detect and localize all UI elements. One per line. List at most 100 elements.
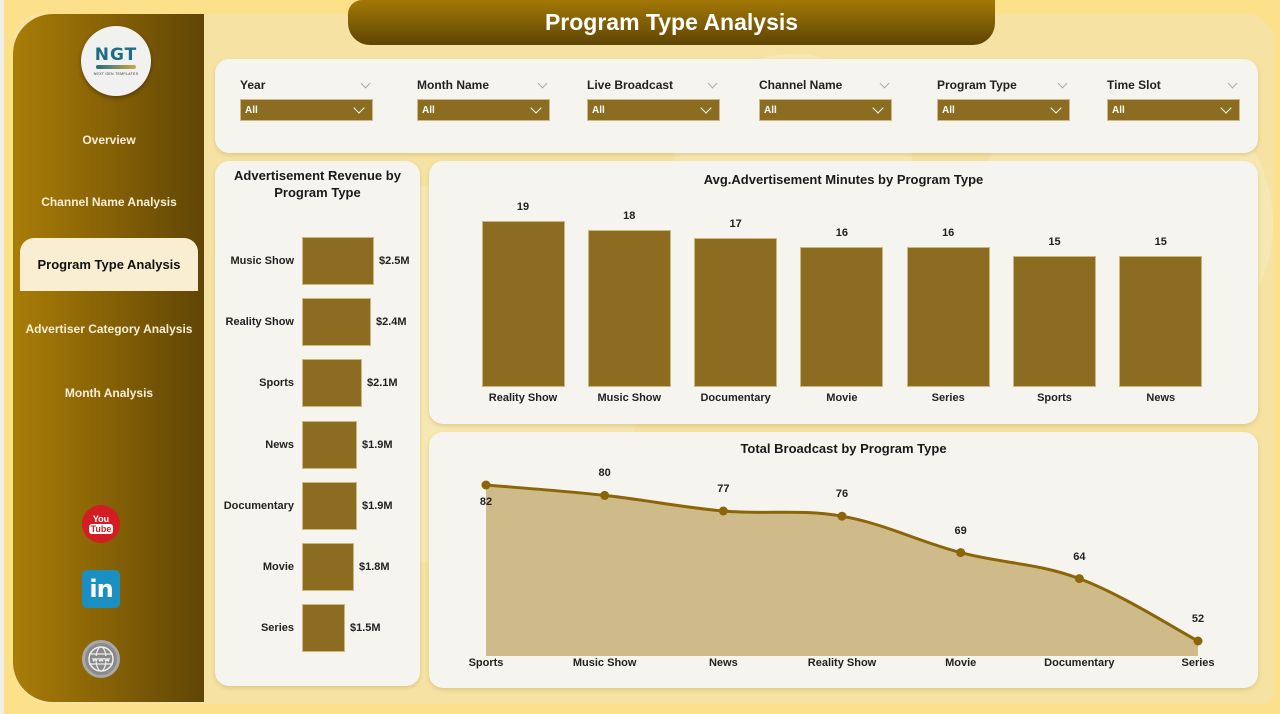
area-chart-plot	[481, 480, 1203, 656]
bar[interactable]	[302, 298, 371, 347]
value-label: 19	[516, 201, 530, 213]
chevron-down-icon[interactable]	[1057, 78, 1068, 88]
chart-title: Avg.Advertisement Minutes by Program Typ…	[703, 172, 984, 187]
category-label: Documentary	[700, 392, 771, 404]
dropdown-value: All	[764, 104, 777, 116]
filter-label: Year	[240, 78, 266, 92]
linkedin-icon: in	[82, 570, 120, 608]
filter-label: Channel Name	[759, 78, 843, 92]
bar-row: Series $1.5M	[215, 604, 420, 653]
data-point-marker[interactable]	[956, 548, 966, 558]
chevron-down-icon	[700, 101, 712, 114]
category-label: News	[265, 438, 294, 451]
data-point-marker[interactable]	[481, 480, 491, 490]
data-point-marker[interactable]	[718, 506, 728, 516]
youtube-link[interactable]: You Tube	[82, 505, 120, 543]
chevron-down-icon[interactable]	[707, 78, 718, 88]
chevron-down-icon	[872, 101, 884, 114]
sidebar-item-label: Program Type Analysis	[37, 257, 181, 272]
bar-row: News $1.9M	[215, 420, 420, 469]
bar-row: Music Show $2.5M	[215, 237, 420, 285]
value-label: 52	[1191, 613, 1205, 625]
live-broadcast-dropdown[interactable]: All	[587, 99, 720, 121]
data-point-marker[interactable]	[837, 511, 847, 521]
chevron-down-icon[interactable]	[879, 78, 890, 88]
program-type-dropdown[interactable]: All	[937, 99, 1070, 121]
logo-text: NGT	[94, 44, 138, 65]
value-label: $2.1M	[367, 377, 398, 390]
year-dropdown[interactable]: All	[240, 99, 373, 121]
youtube-icon: You Tube	[82, 505, 120, 543]
youtube-icon-text: Tube	[88, 524, 114, 534]
category-label: Movie	[262, 561, 294, 573]
bar[interactable]	[302, 359, 362, 408]
program-type-filter: Program Type All	[937, 77, 1070, 121]
filter-label: Time Slot	[1107, 78, 1161, 92]
chevron-down-icon[interactable]	[1227, 78, 1238, 88]
bar[interactable]	[1119, 256, 1203, 387]
bar[interactable]	[302, 237, 374, 285]
linkedin-link[interactable]: in	[82, 570, 120, 608]
category-label: Music Show	[230, 255, 294, 267]
value-label: $1.8M	[359, 561, 390, 573]
dropdown-value: All	[1112, 104, 1125, 116]
dropdown-value: All	[592, 104, 605, 116]
sidebar-item-label: Advertiser Category Analysis	[25, 322, 193, 336]
value-label: 77	[717, 483, 730, 495]
sidebar-item-advertiser-category-analysis[interactable]: Advertiser Category Analysis	[20, 314, 198, 344]
sidebar-item-label: Month Analysis	[64, 386, 154, 400]
logo-swoosh-icon	[96, 64, 136, 69]
category-label: News	[708, 657, 738, 669]
value-label: $1.9M	[362, 499, 393, 512]
dropdown-value: All	[942, 104, 955, 116]
month-name-dropdown[interactable]: All	[417, 99, 550, 121]
logo-tagline: NEXT GEN TEMPLATES	[93, 71, 139, 76]
chart-title: Total Broadcast by Program Type	[740, 441, 947, 456]
time-slot-dropdown[interactable]: All	[1107, 99, 1240, 121]
category-label: Series	[260, 622, 294, 635]
avg-ad-minutes-chart: Avg.Advertisement Minutes by Program Typ…	[429, 161, 1258, 424]
sidebar-item-channel-name-analysis[interactable]: Channel Name Analysis	[20, 187, 198, 217]
category-label: Music Show	[597, 392, 662, 404]
chevron-down-icon	[1050, 101, 1062, 114]
bar[interactable]	[302, 420, 357, 469]
channel-name-filter: Channel Name All	[759, 77, 892, 121]
bar[interactable]	[481, 221, 565, 387]
youtube-icon-text: You	[92, 514, 110, 524]
bar[interactable]	[906, 247, 990, 387]
bar-row: Reality Show $2.4M	[215, 298, 420, 347]
sidebar-item-month-analysis[interactable]: Month Analysis	[20, 378, 198, 408]
year-filter: Year All	[240, 77, 373, 121]
bar[interactable]	[302, 604, 345, 653]
value-label: 76	[835, 488, 849, 501]
bar[interactable]	[1013, 256, 1096, 387]
category-label: Sports	[259, 377, 294, 390]
channel-name-dropdown[interactable]: All	[759, 99, 892, 121]
bar[interactable]	[587, 230, 671, 387]
time-slot-filter: Time Slot All	[1107, 77, 1240, 121]
bar[interactable]	[302, 481, 357, 530]
sidebar-item-program-type-analysis[interactable]: Program Type Analysis	[20, 238, 198, 291]
value-label: 16	[942, 227, 955, 239]
category-label: Reality Show	[807, 657, 877, 669]
data-point-marker[interactable]	[1074, 574, 1084, 584]
chevron-down-icon[interactable]	[360, 78, 371, 88]
bar[interactable]	[800, 247, 884, 387]
filter-panel: Year All Month Name All Live Broadcast A…	[215, 59, 1258, 153]
website-link[interactable]: www	[82, 640, 120, 678]
sidebar-item-overview[interactable]: Overview	[20, 125, 198, 155]
data-point-marker[interactable]	[1193, 636, 1203, 646]
ngt-logo[interactable]: NGT NEXT GEN TEMPLATES	[81, 26, 151, 96]
total-broadcast-chart: Total Broadcast by Program Type 82 Sports…	[429, 432, 1258, 688]
chart-title: Advertisement Revenue by Program Type	[234, 168, 401, 200]
bar[interactable]	[302, 543, 354, 591]
chevron-down-icon[interactable]	[537, 78, 548, 88]
live-broadcast-filter: Live Broadcast All	[587, 77, 720, 121]
filter-label: Program Type	[937, 78, 1017, 92]
bar[interactable]	[694, 238, 778, 387]
data-point-marker[interactable]	[600, 490, 610, 500]
month-name-filter: Month Name All	[417, 77, 550, 121]
category-label: Reality Show	[225, 316, 294, 329]
bar-row: Movie $1.8M	[215, 543, 420, 591]
value-label: 18	[623, 210, 636, 222]
